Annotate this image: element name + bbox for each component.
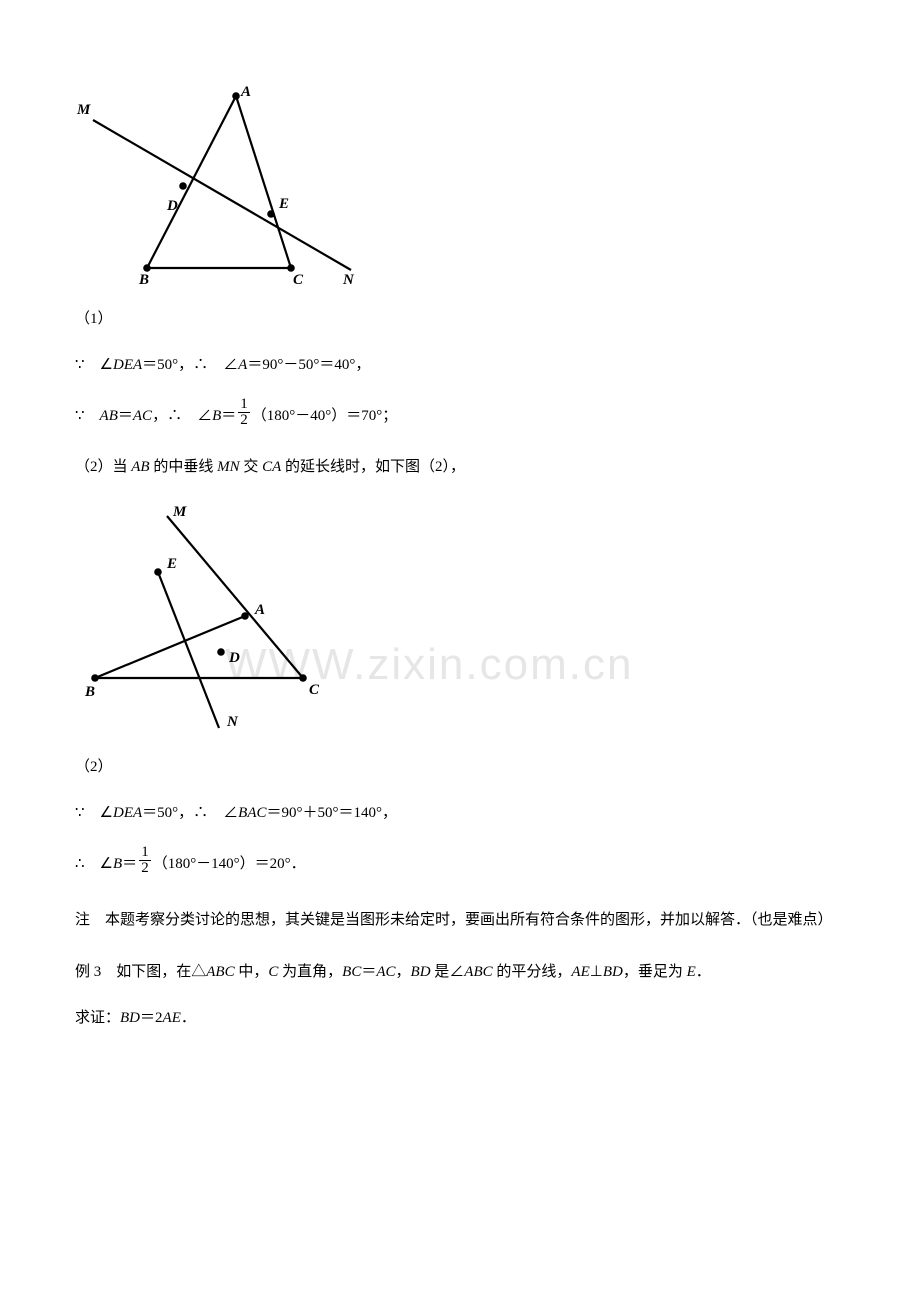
var-ae: AE bbox=[571, 964, 589, 980]
svg-text:A: A bbox=[240, 84, 251, 100]
var-dea: DEA bbox=[113, 805, 142, 821]
text: ，垂足为 bbox=[623, 964, 687, 980]
text: ＝2 bbox=[140, 1010, 163, 1026]
var-ab: AB bbox=[131, 459, 149, 475]
text: ， bbox=[396, 964, 411, 980]
svg-text:E: E bbox=[166, 556, 177, 572]
text: ＝90°＋50°＝140°， bbox=[267, 805, 398, 821]
text: 的延长线时，如下图（2）， bbox=[281, 459, 465, 475]
fraction-2: 12 bbox=[139, 845, 151, 876]
example-3-line: 例 3 如下图，在△ABC 中，C 为直角，BC＝AC，BD 是∠ABC 的平分… bbox=[75, 961, 845, 984]
text: ＝90°－50°＝40°， bbox=[247, 357, 370, 373]
var-bac: BAC bbox=[238, 805, 266, 821]
svg-text:N: N bbox=[226, 714, 239, 730]
var-ac: AC bbox=[133, 407, 152, 423]
text: 的平分线， bbox=[493, 964, 572, 980]
geometry-diagram-1: M A D E B C N bbox=[75, 84, 845, 292]
text: 求证： bbox=[75, 1010, 120, 1026]
var-abc: ABC bbox=[464, 964, 492, 980]
text: ∵ bbox=[75, 407, 100, 423]
text: ＝ bbox=[221, 407, 236, 423]
var-ae: AE bbox=[163, 1010, 181, 1026]
numerator: 1 bbox=[139, 845, 151, 860]
proof-line-3: （2）当 AB 的中垂线 MN 交 CA 的延长线时，如下图（2）， bbox=[75, 456, 845, 479]
var-ca: CA bbox=[262, 459, 281, 475]
fraction-1: 12 bbox=[238, 397, 250, 428]
var-ab: AB bbox=[100, 407, 118, 423]
var-bd: BD bbox=[120, 1010, 140, 1026]
text: ∵ ∠ bbox=[75, 357, 113, 373]
proof-line-5: ∴ ∠B＝12（180°－140°）＝20°． bbox=[75, 849, 845, 880]
var-mn: MN bbox=[217, 459, 240, 475]
text: 是∠ bbox=[431, 964, 465, 980]
text: （180°－40°）＝70°； bbox=[252, 407, 398, 423]
svg-text:D: D bbox=[228, 650, 240, 666]
var-b: B bbox=[113, 855, 122, 871]
text: ＝50°，∴ ∠ bbox=[142, 805, 238, 821]
var-bc: BC bbox=[342, 964, 361, 980]
numerator: 1 bbox=[238, 397, 250, 412]
text: ． bbox=[696, 964, 711, 980]
var-a: A bbox=[238, 357, 247, 373]
proof-line-4: ∵ ∠DEA＝50°，∴ ∠BAC＝90°＋50°＝140°， bbox=[75, 802, 845, 825]
text: ＝50°，∴ ∠ bbox=[142, 357, 238, 373]
text: 交 bbox=[240, 459, 263, 475]
svg-text:M: M bbox=[76, 102, 91, 118]
svg-text:C: C bbox=[309, 682, 320, 698]
svg-text:D: D bbox=[166, 198, 178, 214]
svg-text:C: C bbox=[293, 272, 304, 284]
var-ac: AC bbox=[376, 964, 395, 980]
text: ＝ bbox=[361, 964, 376, 980]
text: ＝ bbox=[118, 407, 133, 423]
svg-text:B: B bbox=[84, 684, 95, 700]
var-abc: ABC bbox=[206, 964, 234, 980]
proof-line-2: ∵ AB＝AC，∴ ∠B＝12（180°－40°）＝70°； bbox=[75, 401, 845, 432]
var-e: E bbox=[687, 964, 696, 980]
text: ⊥ bbox=[590, 964, 603, 980]
var-bd: BD bbox=[603, 964, 623, 980]
figure-caption-1: （1） bbox=[75, 308, 845, 331]
prove-line: 求证：BD＝2AE． bbox=[75, 1007, 845, 1030]
denominator: 2 bbox=[238, 412, 250, 428]
var-c: C bbox=[268, 964, 278, 980]
geometry-diagram-2: M E A D B C N bbox=[75, 502, 845, 740]
note-line: 注 本题考察分类讨论的思想，其关键是当图形未给定时，要画出所有符合条件的图形，并… bbox=[75, 904, 845, 937]
svg-text:E: E bbox=[278, 196, 289, 212]
text: 例 3 如下图，在△ bbox=[75, 964, 206, 980]
svg-text:B: B bbox=[138, 272, 149, 284]
text: 中， bbox=[235, 964, 269, 980]
svg-text:A: A bbox=[254, 602, 265, 618]
svg-text:M: M bbox=[172, 504, 187, 520]
var-b: B bbox=[212, 407, 221, 423]
text: 的中垂线 bbox=[150, 459, 218, 475]
text: ∴ ∠ bbox=[75, 855, 113, 871]
svg-text:N: N bbox=[342, 272, 355, 284]
text: ∵ ∠ bbox=[75, 805, 113, 821]
text: 为直角， bbox=[278, 964, 342, 980]
text: ，∴ ∠ bbox=[152, 407, 212, 423]
text: ． bbox=[181, 1010, 196, 1026]
denominator: 2 bbox=[139, 860, 151, 876]
text: （180°－140°）＝20°． bbox=[153, 855, 306, 871]
text: （2）当 bbox=[75, 459, 131, 475]
text: ＝ bbox=[122, 855, 137, 871]
figure-caption-2: （2） bbox=[75, 756, 845, 779]
var-dea: DEA bbox=[113, 357, 142, 373]
var-bd: BD bbox=[411, 964, 431, 980]
proof-line-1: ∵ ∠DEA＝50°，∴ ∠A＝90°－50°＝40°， bbox=[75, 354, 845, 377]
